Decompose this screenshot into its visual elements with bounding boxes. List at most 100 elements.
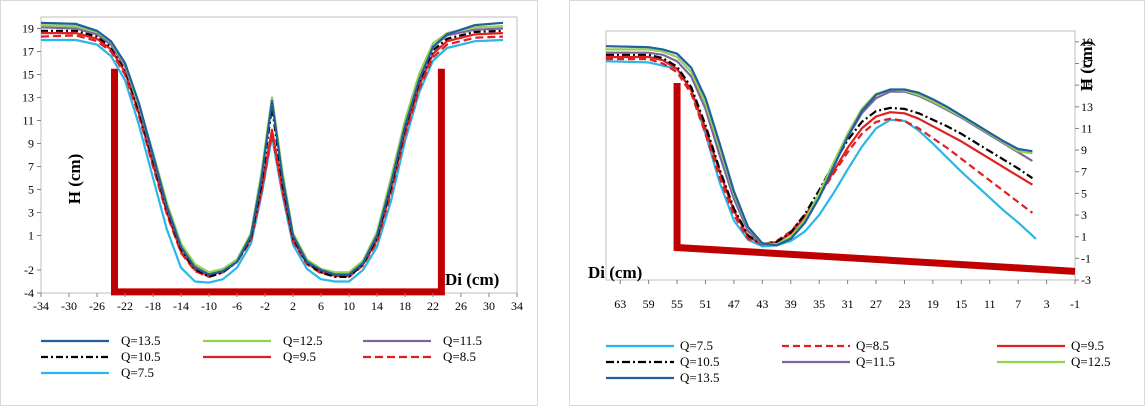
y-tick-label: 5 [1081, 186, 1087, 200]
chart-panel-right: -3 -1 1 3 5 7 9 11 13 15 17 19 63 59 55 51 47 43 39 35 31 27 2… [569, 0, 1145, 406]
y-tick-label: -1 [1081, 251, 1091, 265]
x-tick-label: -26 [89, 299, 105, 313]
channel-outline-path [111, 68, 445, 296]
x-tick-label: -14 [173, 299, 189, 313]
x-tick-label: 59 [643, 297, 655, 311]
legend-label: Q=10.5 [121, 349, 160, 364]
x-tick-label: 19 [927, 297, 939, 311]
series-line [40, 24, 504, 274]
weir-outline-path [673, 82, 1076, 275]
series-line [605, 45, 1033, 247]
y-tick-label: 11 [22, 114, 34, 128]
x-tick-label: -10 [201, 299, 217, 313]
y-tick-label: 3 [1081, 208, 1087, 222]
y-tick-label: 9 [28, 137, 34, 151]
y-tick-label: -4 [24, 286, 34, 300]
legend-label: Q=13.5 [680, 370, 719, 385]
legend-left: Q=13.5 Q=12.5 Q=11.5 Q=10.5 Q=9.5 Q=8.5 Q=7.5 [41, 333, 482, 380]
series-line [41, 32, 504, 277]
x-tick-label: 2 [290, 299, 296, 313]
legend-label: Q=13.5 [121, 333, 160, 348]
y-tick-label: 17 [22, 45, 34, 59]
x-axis-label-left: Di (cm) [445, 270, 499, 289]
channel-outline-left [111, 68, 445, 296]
x-tick-label: -1 [1070, 297, 1080, 311]
legend-label: Q=11.5 [856, 354, 895, 369]
grid-lines-right [605, 30, 1076, 281]
y-tick-label: 5 [28, 183, 34, 197]
x-tick-label: 39 [785, 297, 797, 311]
y-tick-label: 7 [1081, 165, 1087, 179]
x-tick-label: -6 [232, 299, 242, 313]
x-tick-label: 47 [728, 297, 740, 311]
series-lines-left [40, 21, 504, 284]
series-line [41, 29, 504, 278]
y-tick-label: 13 [22, 91, 34, 105]
y-tick-label: 15 [22, 68, 34, 82]
series-line [40, 34, 504, 278]
weir-outline-right [673, 82, 1076, 275]
legend-label: Q=12.5 [1071, 354, 1110, 369]
x-tick-label: 43 [756, 297, 768, 311]
y-tick-label: 19 [1081, 35, 1093, 49]
y-tick-label: 15 [1081, 78, 1093, 92]
x-tick-label: 7 [1015, 297, 1021, 311]
y-tick-label: 1 [1081, 230, 1087, 244]
y-tick-label: -3 [1081, 273, 1091, 287]
legend-label: Q=10.5 [680, 354, 719, 369]
legend-label: Q=8.5 [856, 338, 889, 353]
y-tick-label: 19 [22, 22, 34, 36]
plot-frame-right [605, 30, 1076, 281]
x-tick-label: 26 [455, 299, 467, 313]
x-tick-label: 31 [842, 297, 854, 311]
x-tick-label: -34 [33, 299, 49, 313]
y-axis-label-right: H (cm) [1077, 41, 1096, 92]
chart-panel-left: -4 -2 1 3 5 7 9 11 13 15 17 19 -34 -30 -26 -22 -18 -14 -10… [0, 0, 538, 406]
x-tick-label: -22 [117, 299, 133, 313]
x-tick-label: 6 [318, 299, 324, 313]
legend-label: Q=9.5 [283, 349, 316, 364]
x-tick-label: 23 [898, 297, 910, 311]
legend-label: Q=7.5 [121, 365, 154, 380]
y-axis-label-left: H (cm) [65, 154, 84, 205]
series-line [606, 55, 1033, 246]
x-tick-label: 11 [984, 297, 996, 311]
x-tick-label: 63 [614, 297, 626, 311]
x-tick-label: 15 [955, 297, 967, 311]
legend-right: Q=7.5 Q=8.5 Q=9.5 Q=10.5 Q=11.5 Q=12.5 Q=13.5 [606, 338, 1110, 385]
x-tick-label: 55 [671, 297, 683, 311]
series-line [41, 38, 504, 284]
y-tick-label: 13 [1081, 100, 1093, 114]
x-tick-label: 18 [399, 299, 411, 313]
x-tick-label: 10 [343, 299, 355, 313]
y-tick-label: 9 [1081, 143, 1087, 157]
x-tick-label: 27 [870, 297, 882, 311]
y-tick-label: 11 [1081, 121, 1093, 135]
y-tick-label: 3 [28, 206, 34, 220]
x-tick-label: 22 [427, 299, 439, 313]
x-tick-label: -30 [61, 299, 77, 313]
x-axis-label-right: Di (cm) [588, 263, 642, 282]
x-tick-label: 30 [483, 299, 495, 313]
legend-label: Q=7.5 [680, 338, 713, 353]
series-lines-right [605, 45, 1037, 248]
x-tick-label: 3 [1044, 297, 1050, 311]
x-tick-label: 34 [511, 299, 523, 313]
series-line [606, 58, 1034, 246]
y-tick-label: -2 [24, 263, 34, 277]
y-tick-label: 1 [28, 229, 34, 243]
y-tick-label: 17 [1081, 56, 1093, 70]
legend-label: Q=9.5 [1071, 338, 1104, 353]
x-tick-label: -2 [260, 299, 270, 313]
series-line [40, 26, 504, 276]
legend-label: Q=12.5 [283, 333, 322, 348]
series-line [605, 60, 1037, 248]
x-tick-label: 14 [371, 299, 383, 313]
series-line [40, 21, 504, 276]
legend-label: Q=8.5 [443, 349, 476, 364]
x-tick-label: 51 [699, 297, 711, 311]
x-tick-label: 35 [813, 297, 825, 311]
